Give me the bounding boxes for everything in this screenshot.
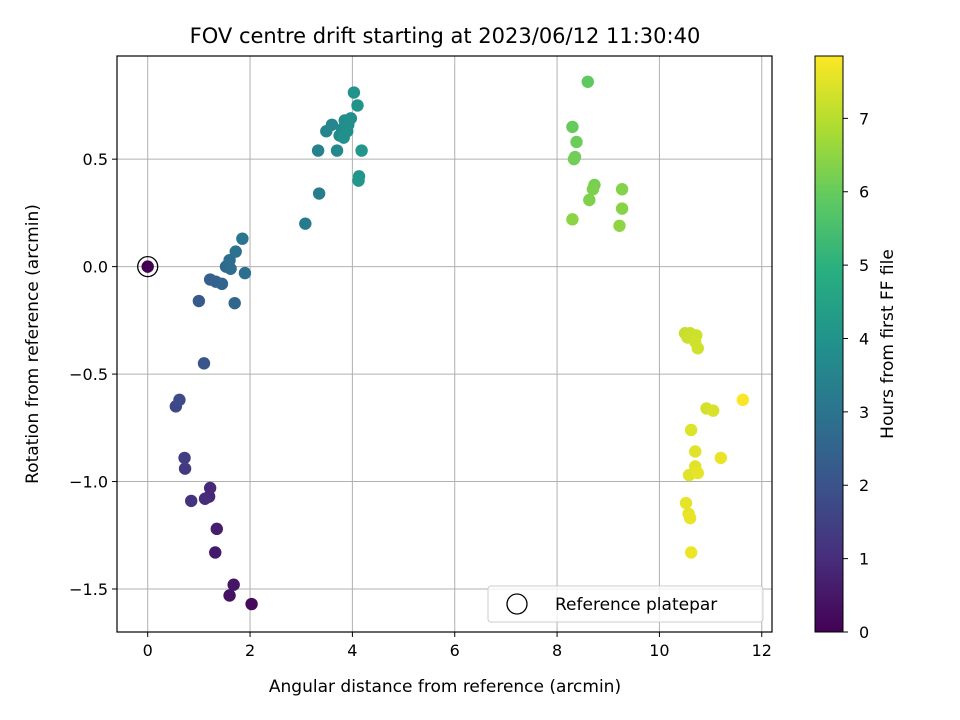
scatter-point [583, 193, 596, 207]
scatter-point [178, 451, 191, 465]
colorbar-tick-label: 6 [859, 183, 869, 202]
scatter-point [215, 277, 229, 291]
scatter-point [615, 202, 629, 215]
y-tick-label: 0.0 [83, 258, 108, 277]
scatter-point [229, 245, 242, 258]
colorbar-tick-label: 4 [859, 329, 869, 348]
scatter-point [330, 144, 344, 157]
scatter-point [567, 152, 581, 166]
scatter-point [228, 296, 241, 310]
x-tick-label: 10 [649, 641, 669, 660]
colorbar-tick-label: 5 [859, 256, 869, 275]
colorbar-label: Hours from first FF file [878, 249, 898, 439]
legend-label: Reference platepar [555, 595, 717, 615]
scatter-point [586, 183, 600, 196]
scatter-point [227, 578, 240, 591]
scatter-point [570, 135, 583, 149]
colorbar-tick-label: 1 [859, 550, 869, 569]
colorbar-tick-label: 0 [859, 623, 869, 642]
scatter-point [341, 125, 354, 138]
scatter-point [581, 75, 594, 88]
legend-box [487, 585, 764, 623]
scatter-point [684, 423, 698, 437]
scatter-point [223, 253, 236, 267]
colorbar-tick-label: 2 [859, 476, 869, 495]
scatter-point [192, 294, 206, 308]
y-tick-label: −1.0 [69, 473, 108, 492]
scatter-point [325, 118, 339, 131]
scatter-point [566, 213, 579, 226]
scatter-point [351, 99, 364, 112]
x-tick-label: 2 [245, 641, 255, 660]
scatter-point [198, 492, 212, 505]
scatter-point [245, 597, 258, 611]
scatter-point [184, 494, 198, 508]
colorbar-tick-label: 7 [859, 109, 869, 128]
x-tick-label: 4 [347, 641, 357, 660]
x-axis-label: Angular distance from reference (arcmin) [269, 677, 621, 697]
scatter-point [615, 183, 629, 196]
x-axis-ticks: 0 2 4 6 8 10 12 [143, 632, 772, 660]
scatter-point [355, 144, 368, 157]
scatter-point [714, 451, 728, 465]
colorbar-gradient [814, 55, 844, 633]
scatter-point [691, 342, 705, 355]
scatter-point [236, 232, 249, 245]
scatter-point [684, 546, 698, 559]
scatter-point [613, 219, 626, 232]
plot-frame [116, 55, 773, 633]
legend-marker-open-circle [506, 593, 528, 615]
legend: Reference platepar [487, 585, 764, 623]
scatter-point [691, 466, 705, 480]
reference-marker [137, 255, 159, 278]
scatter-point [223, 589, 236, 602]
scatter-point [736, 393, 750, 407]
y-axis-label: Rotation from reference (arcmin) [23, 204, 43, 484]
scatter-point [344, 112, 358, 125]
x-tick-label: 6 [450, 641, 460, 660]
grid-lines [117, 56, 772, 632]
y-tick-label: −1.5 [69, 580, 108, 599]
scatter-point [566, 120, 579, 134]
scatter-point [238, 266, 252, 280]
scatter-point [689, 445, 702, 458]
chart-title: FOV centre drift starting at 2023/06/12 … [190, 24, 701, 48]
scatter-point [209, 546, 222, 559]
colorbar-tick-label: 3 [859, 403, 869, 422]
scatter-point [178, 462, 192, 475]
scatter-point [352, 174, 365, 187]
scatter-point [210, 522, 223, 536]
y-tick-label: 0.5 [83, 150, 108, 169]
scatter-point [683, 511, 697, 525]
x-tick-label: 12 [752, 641, 772, 660]
y-axis-ticks: −1.5 −1.0 −0.5 0.0 0.5 [69, 150, 117, 599]
colorbar-ticks: 0 1 2 3 4 5 6 7 [843, 109, 869, 642]
colorbar: 0 1 2 3 4 5 6 7 Hours from first FF file [814, 55, 898, 642]
scatter-point [299, 217, 312, 230]
y-tick-label: −0.5 [69, 365, 108, 384]
reference-platepar-marker [137, 255, 159, 278]
scatter-point [679, 496, 693, 510]
scatter-point [312, 187, 326, 200]
x-tick-label: 8 [552, 641, 562, 660]
scatter-point [173, 393, 186, 407]
data-points [141, 75, 750, 611]
scatter-point [706, 404, 720, 417]
scatter-point [347, 86, 361, 99]
scatter-point [311, 144, 325, 157]
scatter-point [141, 260, 154, 273]
scatter-point [197, 357, 211, 370]
scatter-point [203, 481, 217, 495]
x-tick-label: 0 [143, 641, 153, 660]
